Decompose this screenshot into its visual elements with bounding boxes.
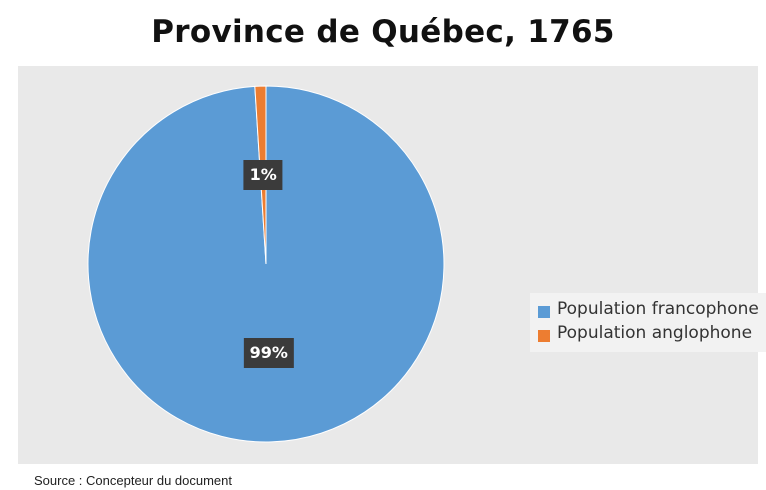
legend-label: Population anglophone — [557, 323, 753, 343]
pie-chart — [87, 85, 445, 443]
data-label-anglophone: 1% — [243, 160, 283, 190]
legend-item-francophone: Population francophone — [536, 298, 766, 321]
plot-area: 99% 1% Population francophone Population … — [18, 66, 766, 464]
legend-swatch — [538, 306, 550, 318]
chart-title: Province de Québec, 1765 — [151, 14, 615, 50]
legend-label: Population francophone — [557, 299, 759, 319]
legend-item-anglophone: Population anglophone — [536, 322, 766, 345]
legend: Population francophone Population anglop… — [530, 293, 766, 352]
legend-swatch — [538, 330, 550, 342]
source-note: Source : Concepteur du document — [34, 473, 233, 488]
data-label-francophone: 99% — [243, 338, 294, 368]
